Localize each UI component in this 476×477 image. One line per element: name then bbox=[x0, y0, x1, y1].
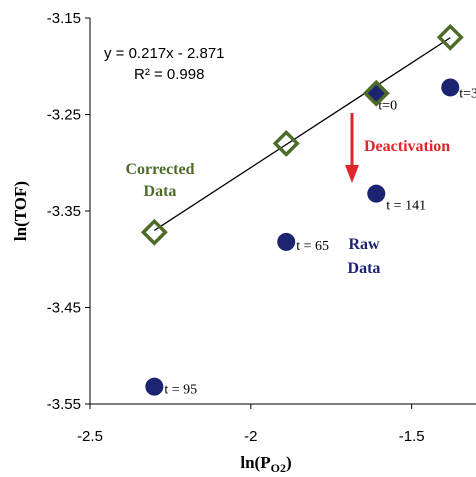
corrected-data-point bbox=[362, 79, 390, 107]
raw-data-point bbox=[367, 184, 386, 203]
raw-data-time-label: t = 141 bbox=[386, 199, 426, 214]
corrected-label-line1: Corrected bbox=[126, 161, 195, 178]
y-axis-title: ln(TOF) bbox=[11, 181, 30, 241]
y-tick-label: -3.55 bbox=[47, 396, 81, 413]
x-axis-title: ln(PO2) bbox=[240, 453, 291, 475]
raw-data-time-label: t = 65 bbox=[296, 239, 329, 254]
raw-data-time-label: t = 95 bbox=[164, 383, 197, 398]
x-tick-label: -2 bbox=[244, 428, 257, 445]
corrected-data-point bbox=[140, 218, 168, 246]
raw-data-point bbox=[145, 377, 164, 396]
deactivation-arrow-head bbox=[345, 165, 359, 183]
x-tick-label: -1.5 bbox=[399, 428, 425, 445]
trendline-r2: R² = 0.998 bbox=[134, 66, 204, 83]
y-axis-ticks: -3.15 -3.25 -3.35 -3.45 -3.55 bbox=[47, 10, 90, 413]
raw-label-line2: Data bbox=[348, 260, 381, 277]
y-tick-label: -3.15 bbox=[47, 10, 81, 27]
raw-label-line1: Raw bbox=[348, 236, 380, 253]
corrected-data-point bbox=[436, 23, 464, 51]
raw-data-time-label: t=3 2 bbox=[459, 86, 476, 101]
x-axis-title-close: ) bbox=[286, 453, 292, 472]
trendline-equation: y = 0.217x - 2.871 bbox=[104, 45, 225, 62]
corrected-data-series bbox=[140, 23, 464, 246]
corrected-data-point bbox=[272, 129, 300, 157]
x-axis-title-main: ln(P bbox=[240, 453, 270, 472]
raw-data-point bbox=[277, 232, 296, 251]
raw-data-point bbox=[441, 78, 460, 97]
y-tick-label: -3.25 bbox=[47, 107, 81, 124]
raw-data-time-label: t=0 bbox=[378, 98, 397, 113]
raw-data-series: t=0 t=3 2 t = 141 t = 65 t = 95 bbox=[145, 78, 476, 398]
y-tick-label: -3.35 bbox=[47, 203, 81, 220]
x-tick-label: -2.5 bbox=[77, 428, 103, 445]
trendline bbox=[153, 37, 451, 231]
x-axis-title-subscript: O2 bbox=[271, 461, 286, 475]
deactivation-label: Deactivation bbox=[364, 138, 450, 155]
x-axis-ticks: -2.5 -2 -1.5 bbox=[77, 404, 425, 445]
y-tick-label: -3.45 bbox=[47, 300, 81, 317]
corrected-label-line2: Data bbox=[144, 183, 177, 200]
